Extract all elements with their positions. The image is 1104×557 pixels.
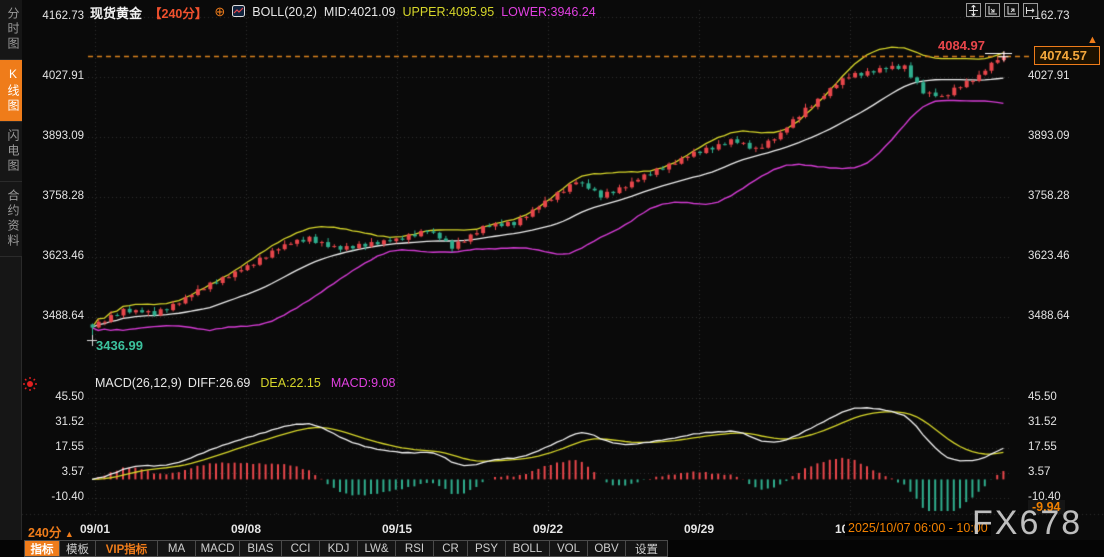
toolbar-item-cci[interactable]: CCI [282, 540, 320, 557]
ylabels-main-right-tick: 4027.91 [1028, 70, 1070, 82]
toolbar-item-cr[interactable]: CR [434, 540, 468, 557]
ylabels-macd-right-tick: 17.55 [1028, 441, 1057, 453]
x-axis-tick: 09/08 [231, 522, 262, 536]
watermark: FX678 [972, 504, 1083, 542]
ylabels-main-right-tick: 3623.46 [1028, 250, 1070, 262]
period-selector[interactable]: 240分 ▲ [28, 522, 74, 541]
ylabels-main-left-tick: 3488.64 [42, 310, 84, 322]
macd-param-label: MACD(26,12,9) [95, 376, 182, 390]
sidebar-tab-contract-info[interactable]: 合约资料 [0, 182, 22, 257]
compress-right-axis-button[interactable] [1004, 3, 1019, 17]
macd-value: MACD:9.08 [330, 376, 396, 390]
boll-param-label: BOLL(20,2) [252, 5, 317, 19]
x-axis-tick: 09/01 [80, 522, 111, 536]
pan-chart-button[interactable] [966, 3, 981, 17]
period-badge[interactable]: 【240分】 [149, 6, 208, 21]
chart-header: 现货黄金 【240分】 ⊕ BOLL(20,2) MID:4021.09 UPP… [90, 3, 596, 21]
sidebar-tab-timeshare[interactable]: 分时图 [0, 0, 22, 60]
compress-left-axis-button[interactable] [985, 3, 1000, 17]
ylabels-main-left-tick: 3893.09 [42, 130, 84, 142]
toolbar-item-template[interactable]: 模板 [60, 540, 96, 557]
ylabels-macd-right-tick: 45.50 [1028, 391, 1057, 403]
toolbar-item-vol[interactable]: VOL [550, 540, 588, 557]
toolbar-item-psy[interactable]: PSY [468, 540, 506, 557]
add-indicator-icon[interactable]: ⊕ [214, 4, 226, 19]
indicator-toolbar: 指标 模板 VIP指标 MA MACD BIAS CCI KDJ LW& RSI CR PSY BOLL… [24, 540, 668, 557]
ylabels-macd-left-tick: 17.55 [55, 441, 84, 453]
x-axis-tick: 09/15 [382, 522, 413, 536]
ylabels-macd-right-tick: 31.52 [1028, 416, 1057, 428]
x-axis-tick: 09/22 [533, 522, 564, 536]
ylabels-main-left-tick: 3758.28 [42, 190, 84, 202]
popout-chart-button[interactable] [1023, 3, 1038, 17]
boll-lower-value: LOWER:3946.24 [501, 5, 596, 19]
toolbar-item-ma[interactable]: MA [158, 540, 196, 557]
sidebar-tab-kline[interactable]: K线图 [0, 60, 22, 122]
toolbar-item-kdj[interactable]: KDJ [320, 540, 358, 557]
ylabels-main-right-tick: 3758.28 [1028, 190, 1070, 202]
bar-datetime-tooltip: 2025/10/07 06:00 - 10:00 [845, 521, 991, 536]
toolbar-item-indicator[interactable]: 指标 [24, 540, 60, 557]
ylabels-macd-right-tick: 3.57 [1028, 466, 1051, 478]
ylabels-main-left-tick: 4027.91 [42, 70, 84, 82]
toolbar-item-vip[interactable]: VIP指标 [96, 540, 158, 557]
macd-diff-value: DIFF:26.69 [187, 376, 251, 390]
macd-header: MACD(26,12,9) DIFF:26.69 DEA:22.15 MACD:… [95, 376, 395, 390]
last-price-box: 4074.57 [1034, 46, 1100, 65]
session-high-label: 4084.97 [938, 38, 985, 53]
toolbar-item-lwr[interactable]: LW& [358, 540, 396, 557]
kline-chart-icon [232, 4, 246, 20]
ylabels-macd-left-tick: -10.40 [51, 491, 84, 503]
symbol-name: 现货黄金 [90, 5, 143, 21]
boll-upper-value: UPPER:4095.95 [402, 5, 495, 19]
boll-mid-value: MID:4021.09 [323, 5, 396, 19]
toolbar-item-settings[interactable]: 设置 [626, 540, 668, 557]
ylabels-macd-left-tick: 45.50 [55, 391, 84, 403]
chart-type-sidebar: 分时图 K线图 闪电图 合约资料 [0, 0, 22, 540]
ylabels-main-left-tick: 4162.73 [42, 10, 84, 22]
toolbar-item-rsi[interactable]: RSI [396, 540, 434, 557]
macd-dea-value: DEA:22.15 [260, 376, 321, 390]
ylabels-main-left-tick: 3623.46 [42, 250, 84, 262]
ylabels-main-right-tick: 3893.09 [1028, 130, 1070, 142]
indicator-alert-icon[interactable] [22, 376, 38, 392]
session-low-label: 3436.99 [96, 338, 143, 353]
toolbar-item-boll[interactable]: BOLL [506, 540, 550, 557]
ylabels-main-right-tick: 4162.73 [1028, 10, 1070, 22]
sidebar-tab-lightning[interactable]: 闪电图 [0, 122, 22, 182]
ylabels-macd-left-tick: 3.57 [61, 466, 84, 478]
price-up-arrow-icon: ▲ [1087, 34, 1098, 46]
period-text: 240分 [28, 526, 62, 540]
chart-window-buttons [966, 3, 1038, 17]
period-arrow-icon: ▲ [64, 529, 74, 539]
toolbar-item-bias[interactable]: BIAS [240, 540, 282, 557]
ylabels-macd-left-tick: 31.52 [55, 416, 84, 428]
toolbar-item-obv[interactable]: OBV [588, 540, 626, 557]
toolbar-item-macd[interactable]: MACD [196, 540, 240, 557]
x-axis-tick: 09/29 [684, 522, 715, 536]
ylabels-main-right-tick: 3488.64 [1028, 310, 1070, 322]
macd-axis-value-box: -9.94 [1028, 500, 1065, 514]
